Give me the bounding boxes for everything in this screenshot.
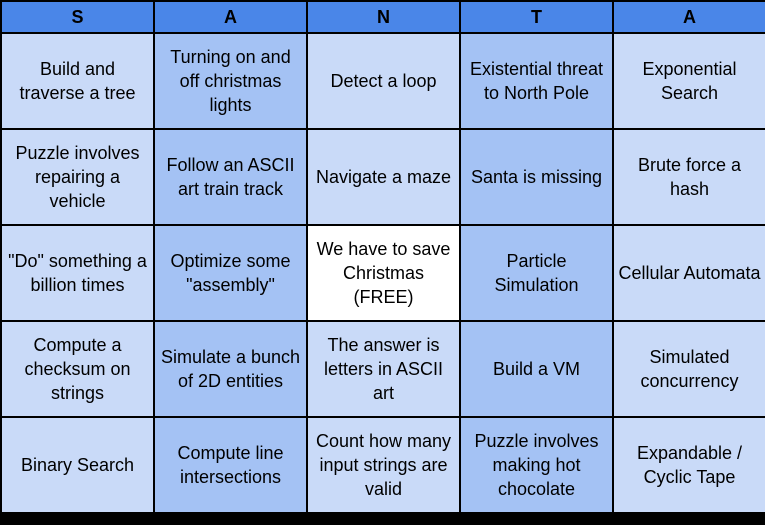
bingo-cell: Count how many input strings are valid bbox=[308, 418, 459, 512]
bingo-cell: Build and traverse a tree bbox=[2, 34, 153, 128]
bingo-cell: Turning on and off christmas lights bbox=[155, 34, 306, 128]
bingo-cell: Santa is missing bbox=[461, 130, 612, 224]
bingo-cell: "Do" something a billion times bbox=[2, 226, 153, 320]
bingo-cell: Brute force a hash bbox=[614, 130, 765, 224]
bingo-cell-text: Exponential Search bbox=[642, 59, 737, 103]
bingo-cell: Particle Simulation bbox=[461, 226, 612, 320]
header-cell-a2: A bbox=[614, 2, 765, 32]
bingo-cell: Compute a checksum on strings bbox=[2, 322, 153, 416]
bingo-cell-text: Binary Search bbox=[20, 455, 135, 475]
bingo-cell-text: Simulate a bunch of 2D entities bbox=[160, 347, 301, 391]
bingo-cell: Cellular Automata bbox=[614, 226, 765, 320]
bingo-cell-text: Expandable / Cyclic Tape bbox=[636, 443, 743, 487]
bingo-cell: Optimize some "assembly" bbox=[155, 226, 306, 320]
bingo-cell: Navigate a maze bbox=[308, 130, 459, 224]
bingo-cell-text: Compute line intersections bbox=[177, 443, 284, 487]
bingo-cell-text: Count how many input strings are valid bbox=[315, 431, 452, 499]
bingo-cell-text: "Do" something a billion times bbox=[8, 251, 147, 295]
bingo-cell: The answer is letters in ASCII art bbox=[308, 322, 459, 416]
bingo-cell-text: Brute force a hash bbox=[637, 155, 742, 199]
bingo-cell: Puzzle involves making hot chocolate bbox=[461, 418, 612, 512]
bingo-cell-text: Puzzle involves making hot chocolate bbox=[474, 431, 599, 499]
bingo-cell-text: Puzzle involves repairing a vehicle bbox=[15, 143, 140, 211]
bingo-cell: Detect a loop bbox=[308, 34, 459, 128]
bingo-cell: Simulated concurrency bbox=[614, 322, 765, 416]
bingo-cell-text: The answer is letters in ASCII art bbox=[323, 335, 444, 403]
bingo-cell-text: Optimize some "assembly" bbox=[170, 251, 291, 295]
bingo-cell-text: Follow an ASCII art train track bbox=[166, 155, 295, 199]
bingo-cell: Expandable / Cyclic Tape bbox=[614, 418, 765, 512]
bingo-cell: Exponential Search bbox=[614, 34, 765, 128]
bingo-cell-text: Simulated concurrency bbox=[640, 347, 739, 391]
bingo-cell: Puzzle involves repairing a vehicle bbox=[2, 130, 153, 224]
header-cell-n: N bbox=[308, 2, 459, 32]
bingo-cell-text: Detect a loop bbox=[330, 71, 437, 91]
bingo-cell-text: Existential threat to North Pole bbox=[469, 59, 604, 103]
bingo-cell-text: Particle Simulation bbox=[494, 251, 579, 295]
bingo-cell: Follow an ASCII art train track bbox=[155, 130, 306, 224]
bingo-cell: Binary Search bbox=[2, 418, 153, 512]
bingo-cell-text: Navigate a maze bbox=[315, 167, 452, 187]
bingo-cell-text: Build and traverse a tree bbox=[19, 59, 136, 103]
header-cell-s: S bbox=[2, 2, 153, 32]
free-space-text: We have to save Christmas (FREE) bbox=[316, 239, 451, 307]
bingo-cell-text: Turning on and off christmas lights bbox=[170, 47, 291, 115]
bingo-cell-text: Compute a checksum on strings bbox=[24, 335, 131, 403]
bingo-cell: Simulate a bunch of 2D entities bbox=[155, 322, 306, 416]
bingo-cell: Existential threat to North Pole bbox=[461, 34, 612, 128]
header-cell-t: T bbox=[461, 2, 612, 32]
bingo-cell: Build a VM bbox=[461, 322, 612, 416]
bingo-cell: Compute line intersections bbox=[155, 418, 306, 512]
bingo-cell-text: Build a VM bbox=[492, 359, 581, 379]
free-space-cell: We have to save Christmas (FREE) bbox=[308, 226, 459, 320]
bingo-cell-text: Santa is missing bbox=[470, 167, 603, 187]
header-cell-a: A bbox=[155, 2, 306, 32]
bingo-cell-text: Cellular Automata bbox=[618, 263, 761, 283]
